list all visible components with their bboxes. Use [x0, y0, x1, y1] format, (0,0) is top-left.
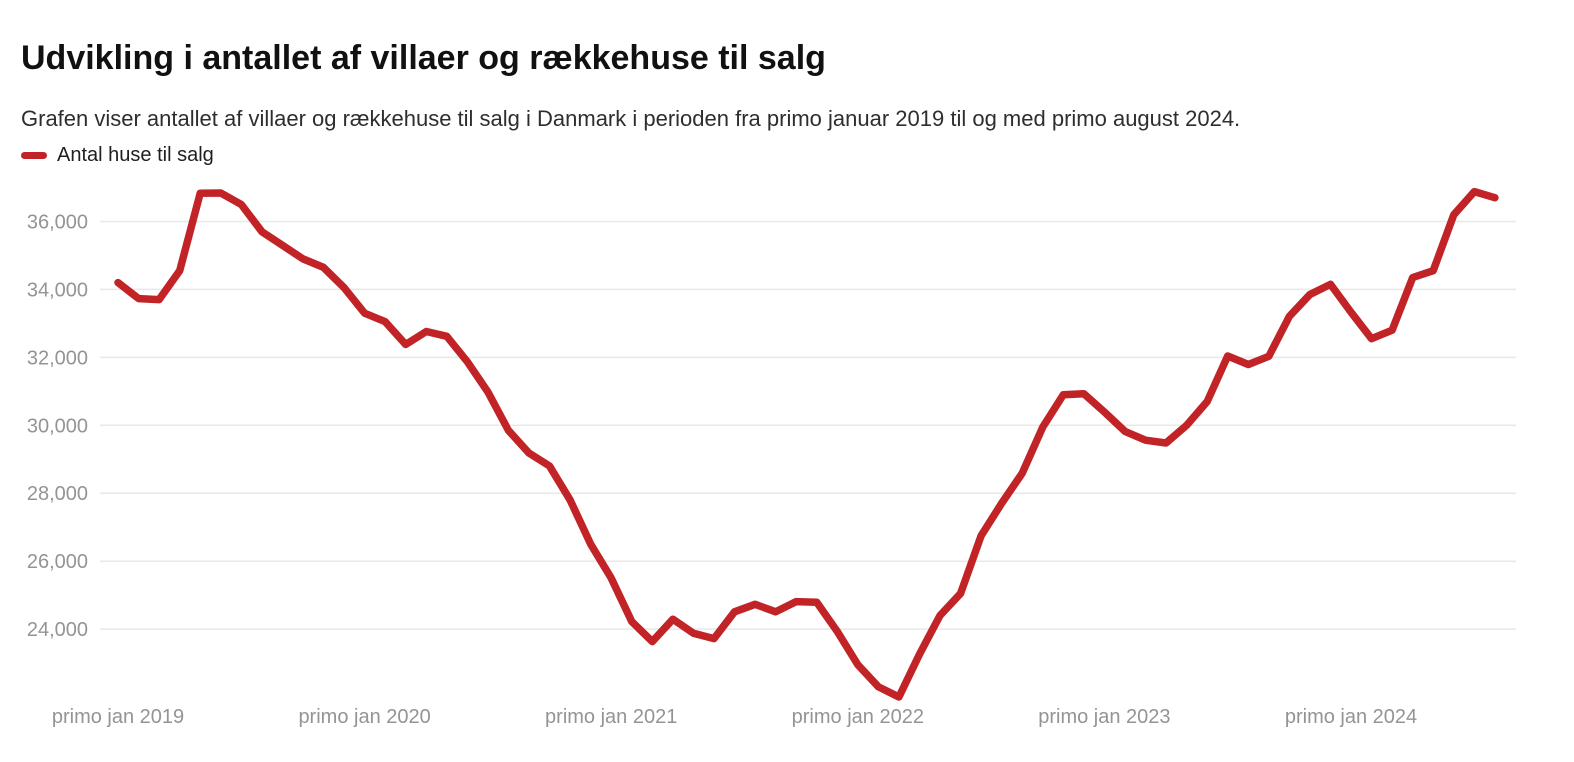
legend: Antal huse til salg — [21, 144, 214, 167]
x-axis-tick-label: primo jan 2024 — [1285, 706, 1417, 728]
y-axis-tick-label: 30,000 — [27, 415, 88, 437]
y-axis-tick-label: 34,000 — [27, 279, 88, 301]
series-line — [114, 187, 1499, 701]
y-axis-tick-label: 32,000 — [27, 347, 88, 369]
x-axis-tick-label: primo jan 2023 — [1038, 706, 1170, 728]
y-axis-tick-label: 24,000 — [27, 619, 88, 641]
x-axis-tick-label: primo jan 2021 — [545, 706, 677, 728]
legend-label: Antal huse til salg — [57, 144, 214, 166]
page-title: Udvikling i antallet af villaer og række… — [21, 38, 826, 77]
y-axis-tick-label: 36,000 — [27, 212, 88, 234]
x-axis-tick-label: primo jan 2020 — [298, 706, 430, 728]
legend-line-swatch — [21, 152, 47, 159]
x-axis-tick-label: primo jan 2022 — [792, 706, 924, 728]
chart-subtitle: Grafen viser antallet af villaer og rækk… — [21, 106, 1241, 131]
x-axis-tick-label: primo jan 2019 — [52, 706, 184, 728]
y-axis-tick-label: 26,000 — [27, 551, 88, 573]
y-axis-tick-label: 28,000 — [27, 483, 88, 505]
